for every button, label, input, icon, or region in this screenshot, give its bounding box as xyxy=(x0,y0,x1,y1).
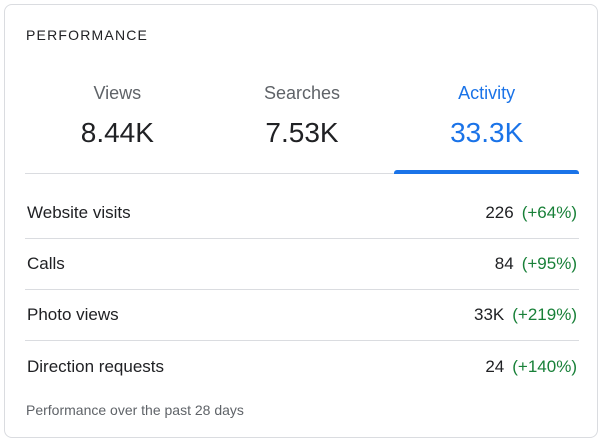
metric-value: 24 xyxy=(485,356,505,376)
metric-label: Website visits xyxy=(27,203,131,222)
footer-note: Performance over the past 28 days xyxy=(26,402,244,418)
tab-activity-value: 33.3K xyxy=(450,117,524,148)
card-title: PERFORMANCE xyxy=(26,27,149,43)
metric-label: Calls xyxy=(27,254,65,273)
tab-activity[interactable]: Activity 33.3K xyxy=(394,77,580,174)
metric-figure: 24 (+140%) xyxy=(485,357,577,377)
metric-row-calls: Calls 84 (+95%) xyxy=(25,239,579,290)
tab-views-value: 8.44K xyxy=(80,117,154,148)
metric-label: Direction requests xyxy=(27,356,165,376)
activity-metrics-list: Website visits 226 (+64%) Calls 84 (+95%) … xyxy=(25,188,579,392)
metric-value: 33K xyxy=(474,305,505,324)
metric-figure: 226 (+64%) xyxy=(485,203,577,223)
tab-searches-value: 7.53K xyxy=(265,117,339,148)
tab-activity-label: Activity xyxy=(458,83,516,103)
metric-figure: 84 (+95%) xyxy=(495,254,577,274)
performance-tabs: Views 8.44K Searches 7.53K Activity 33.3… xyxy=(25,77,580,174)
metric-value: 226 xyxy=(485,203,514,222)
tab-searches-label: Searches xyxy=(263,83,341,103)
metric-change: (+64%) xyxy=(521,203,577,222)
metric-row-photo-views: Photo views 33K (+219%) xyxy=(25,290,579,341)
active-tab-indicator xyxy=(394,170,580,174)
metric-label: Photo views xyxy=(27,305,119,324)
metric-row-direction-requests: Direction requests 24 (+140%) xyxy=(25,341,579,392)
tab-views[interactable]: Views 8.44K xyxy=(25,77,210,173)
metric-change: (+95%) xyxy=(521,254,577,273)
metric-change: (+219%) xyxy=(512,305,577,324)
metric-row-website-visits: Website visits 226 (+64%) xyxy=(25,188,579,239)
metric-change: (+140%) xyxy=(512,356,577,376)
performance-card: PERFORMANCE Views 8.44K Searches 7.53K A… xyxy=(4,4,598,438)
metric-value: 84 xyxy=(494,254,514,273)
metric-figure: 33K (+219%) xyxy=(474,305,577,325)
tab-views-label: Views xyxy=(93,83,142,103)
tab-searches[interactable]: Searches 7.53K xyxy=(210,77,395,173)
